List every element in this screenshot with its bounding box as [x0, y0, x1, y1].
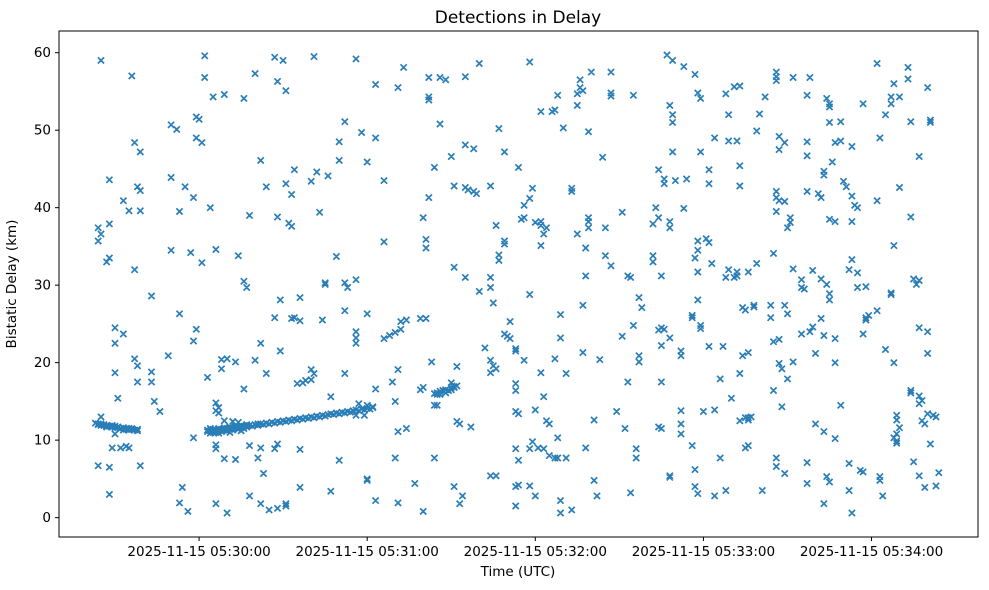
y-tick-label: 20	[34, 355, 51, 371]
y-tick-label: 10	[34, 433, 51, 449]
y-tick-label: 30	[34, 278, 51, 294]
scatter-points	[91, 51, 943, 517]
x-tick-label: 2025-11-15 05:31:00	[296, 544, 439, 560]
x-axis-label: Time (UTC)	[480, 564, 556, 580]
y-axis-label: Bistatic Delay (km)	[4, 220, 20, 349]
y-tick-label: 50	[34, 123, 51, 139]
y-tick-label: 60	[34, 45, 51, 61]
x-tick-label: 2025-11-15 05:33:00	[632, 544, 775, 560]
axis-tick-labels: 2025-11-15 05:30:00 2025-11-15 05:31:00 20…	[34, 45, 943, 560]
plot-area-frame	[58, 30, 979, 538]
chart-title: Detections in Delay	[435, 8, 602, 28]
y-tick-label: 40	[34, 200, 51, 216]
x-tick-label: 2025-11-15 05:32:00	[464, 544, 607, 560]
x-tick-label: 2025-11-15 05:34:00	[800, 544, 943, 560]
x-tick-label: 2025-11-15 05:30:00	[127, 544, 270, 560]
scatter-series	[91, 51, 943, 517]
axis-ticks	[55, 52, 873, 541]
y-tick-label: 0	[42, 510, 51, 526]
